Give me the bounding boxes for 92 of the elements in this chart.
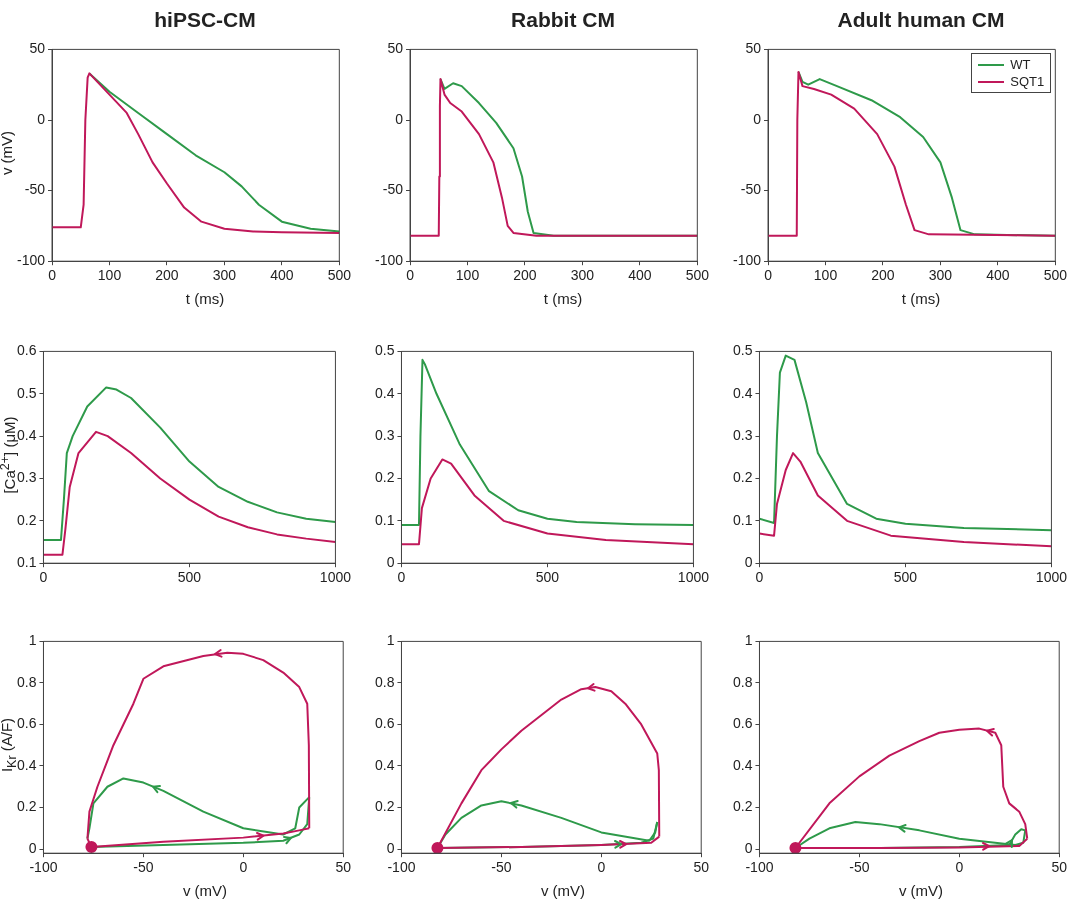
x-axis-title: v (mV) — [897, 882, 945, 899]
y-tick-label: 0.5 — [732, 342, 753, 359]
y-tick-label: 50 — [745, 40, 762, 57]
x-tick-label: 300 — [928, 267, 953, 284]
y-tick-label: 0.8 — [374, 673, 395, 690]
x-tick-label: 100 — [97, 267, 122, 284]
y-tick-label: 0.2 — [374, 469, 395, 486]
x-tick-label: 100 — [813, 267, 838, 284]
y-tick-label: 0.1 — [16, 554, 37, 571]
y-axis-title: v (mV) — [0, 129, 16, 178]
y-tick-label: 0.3 — [732, 426, 753, 443]
y-tick-label: 0.6 — [374, 715, 395, 732]
x-tick-label: 50 — [335, 859, 352, 876]
x-axis-title: t (ms) — [542, 290, 584, 307]
y-tick-label: 0 — [744, 554, 753, 571]
y-tick-label: 0 — [386, 554, 395, 571]
y-tick-label: 0.2 — [374, 798, 395, 815]
x-tick-label: 500 — [893, 569, 918, 586]
y-tick-label: -100 — [16, 252, 46, 269]
y-tick-label: -100 — [374, 252, 404, 269]
y-tick-label: 0.8 — [732, 673, 753, 690]
x-tick-label: 500 — [327, 267, 352, 284]
y-tick-label: 0.2 — [732, 469, 753, 486]
x-tick-label: 500 — [1043, 267, 1068, 284]
x-tick-label: 1000 — [677, 569, 710, 586]
y-tick-label: -100 — [732, 252, 762, 269]
x-axis-title: t (ms) — [900, 290, 942, 307]
x-tick-label: 200 — [155, 267, 179, 284]
x-tick-label: -50 — [849, 859, 870, 876]
x-tick-label: 500 — [685, 267, 710, 284]
y-tick-label: 0.2 — [16, 511, 37, 528]
y-tick-label: 0.4 — [732, 756, 753, 773]
x-tick-label: 400 — [986, 267, 1010, 284]
x-tick-label: -50 — [133, 859, 154, 876]
chart-title: hiPSC-CM — [153, 8, 257, 32]
y-tick-label: 0.2 — [16, 798, 37, 815]
y-tick-label: 0.1 — [732, 511, 753, 528]
x-tick-label: 0 — [764, 267, 773, 284]
y-tick-label: 0 — [386, 839, 395, 856]
y-tick-label: 0.1 — [374, 511, 395, 528]
x-tick-label: -50 — [491, 859, 512, 876]
y-tick-label: 1 — [386, 632, 395, 649]
x-tick-label: 50 — [1051, 859, 1068, 876]
x-axis-title: t (ms) — [184, 290, 226, 307]
x-axis-title: v (mV) — [181, 882, 229, 899]
y-tick-label: 0.5 — [16, 384, 37, 401]
y-tick-label: 0.4 — [374, 384, 395, 401]
y-tick-label: 0.6 — [16, 342, 37, 359]
x-tick-label: 100 — [455, 267, 480, 284]
legend-label: SQT1 — [1010, 74, 1045, 90]
x-tick-label: 400 — [628, 267, 652, 284]
chart-title: Rabbit CM — [510, 8, 616, 32]
y-tick-label: 0 — [37, 110, 46, 127]
y-tick-label: 0.3 — [374, 426, 395, 443]
x-tick-label: 0 — [597, 859, 606, 876]
y-tick-label: 0.4 — [16, 756, 37, 773]
y-tick-label: 1 — [744, 632, 753, 649]
y-tick-label: -50 — [24, 181, 46, 198]
x-tick-label: 1000 — [1035, 569, 1068, 586]
x-tick-label: 200 — [513, 267, 537, 284]
y-tick-label: 0 — [744, 839, 753, 856]
y-tick-label: 0.4 — [732, 384, 753, 401]
chart-title: Adult human CM — [836, 8, 1006, 32]
x-tick-label: 0 — [955, 859, 964, 876]
y-tick-label: 0.6 — [16, 715, 37, 732]
y-tick-label: 0.8 — [16, 673, 37, 690]
y-tick-label: 50 — [387, 40, 404, 57]
y-tick-label: 0.6 — [732, 715, 753, 732]
y-tick-label: 0.5 — [374, 342, 395, 359]
x-tick-label: 300 — [570, 267, 595, 284]
y-tick-label: 50 — [29, 40, 46, 57]
y-tick-label: -50 — [740, 181, 762, 198]
x-tick-label: 0 — [239, 859, 248, 876]
x-tick-label: 500 — [535, 569, 560, 586]
y-tick-label: 0 — [28, 839, 37, 856]
x-axis-title: v (mV) — [539, 882, 587, 899]
x-tick-label: 0 — [406, 267, 415, 284]
y-tick-label: -50 — [382, 181, 404, 198]
y-tick-label: 0.4 — [374, 756, 395, 773]
x-tick-label: 300 — [212, 267, 237, 284]
legend-label: WT — [1010, 57, 1031, 73]
x-tick-label: 0 — [48, 267, 57, 284]
x-tick-label: 400 — [270, 267, 294, 284]
y-tick-label: 0.3 — [16, 469, 37, 486]
y-tick-label: 1 — [28, 632, 37, 649]
x-tick-label: 200 — [871, 267, 895, 284]
x-tick-label: 1000 — [319, 569, 352, 586]
y-tick-label: 0 — [753, 110, 762, 127]
y-tick-label: 0.2 — [732, 798, 753, 815]
x-tick-label: 500 — [177, 569, 202, 586]
y-tick-label: 0 — [395, 110, 404, 127]
x-tick-label: 50 — [693, 859, 710, 876]
